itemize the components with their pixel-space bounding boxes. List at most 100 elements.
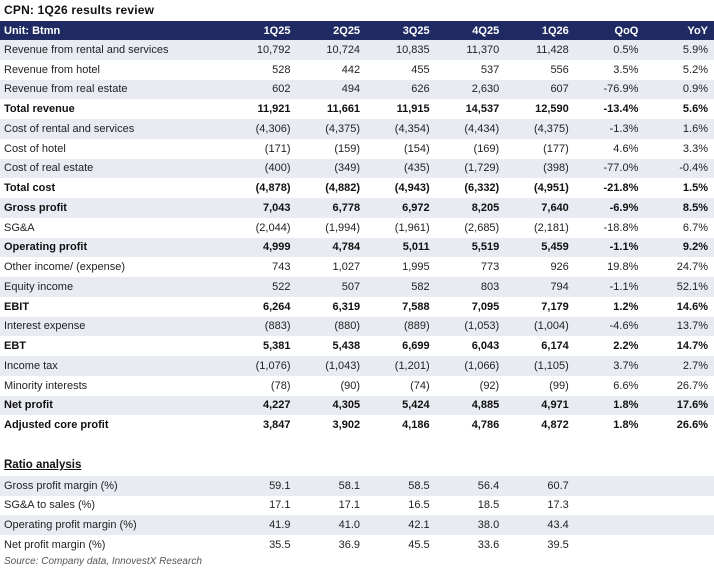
ratio-label: SG&A to sales (%) bbox=[0, 495, 227, 516]
row-value: 4,971 bbox=[505, 395, 575, 416]
row-value: 537 bbox=[435, 59, 506, 80]
row-value: 5,424 bbox=[366, 395, 436, 416]
table-row: Revenue from real estate 602 494 626 2,630 60… bbox=[0, 79, 714, 100]
row-label: Equity income bbox=[0, 277, 227, 297]
ratio-value: 39.5 bbox=[505, 534, 575, 555]
row-value: 26.6% bbox=[644, 415, 714, 435]
row-value: (74) bbox=[366, 375, 436, 396]
row-value: 4,305 bbox=[296, 395, 367, 416]
row-value: 12,590 bbox=[505, 99, 575, 119]
row-value: 26.7% bbox=[644, 375, 714, 396]
row-value: 1.2% bbox=[574, 296, 645, 317]
row-value: -0.4% bbox=[644, 158, 714, 179]
table-row: Net profit 4,227 4,305 5,424 4,885 4,971 1.8% 1… bbox=[0, 395, 714, 416]
row-value: (400) bbox=[226, 158, 297, 179]
row-value: 6,778 bbox=[296, 198, 367, 218]
ratio-value: 17.1 bbox=[296, 495, 367, 516]
row-value: (92) bbox=[435, 375, 506, 396]
row-label: Total revenue bbox=[0, 99, 227, 119]
row-value: 1.5% bbox=[644, 178, 714, 198]
row-value: (4,375) bbox=[296, 119, 367, 139]
row-value: 14.6% bbox=[644, 296, 714, 317]
row-value: -18.8% bbox=[574, 217, 645, 238]
row-label: Adjusted core profit bbox=[0, 415, 227, 435]
row-value: (398) bbox=[505, 158, 575, 179]
table-row: Cost of real estate (400) (349) (435) (1,729… bbox=[0, 158, 714, 179]
row-value: (1,066) bbox=[435, 356, 506, 376]
header-4q25: 4Q25 bbox=[435, 21, 506, 40]
row-value: 602 bbox=[226, 79, 297, 100]
ratio-label: Net profit margin (%) bbox=[0, 534, 227, 555]
row-value: (1,201) bbox=[366, 356, 436, 376]
row-label: Minority interests bbox=[0, 375, 227, 396]
row-value: 773 bbox=[435, 257, 506, 277]
header-3q25: 3Q25 bbox=[366, 21, 436, 40]
row-value: (1,729) bbox=[435, 158, 506, 179]
row-value: 5,011 bbox=[366, 237, 436, 258]
row-value: (4,882) bbox=[296, 178, 367, 198]
ratio-row: SG&A to sales (%) 17.1 17.1 16.5 18.5 17.3 bbox=[0, 495, 714, 516]
ratio-value: 33.6 bbox=[435, 534, 506, 555]
row-label: Total cost bbox=[0, 178, 227, 198]
row-value: (4,306) bbox=[226, 119, 297, 139]
ratio-value bbox=[644, 495, 714, 516]
row-value: 4,872 bbox=[505, 415, 575, 435]
row-value: 19.8% bbox=[574, 257, 645, 277]
row-value: 626 bbox=[366, 79, 436, 100]
row-value: 926 bbox=[505, 257, 575, 277]
header-qoq: QoQ bbox=[574, 21, 645, 40]
row-value: 3.3% bbox=[644, 138, 714, 159]
row-value: 2.2% bbox=[574, 336, 645, 356]
row-value: (159) bbox=[296, 138, 367, 159]
row-label: Operating profit bbox=[0, 237, 227, 258]
row-value: (1,043) bbox=[296, 356, 367, 376]
row-value: (4,434) bbox=[435, 119, 506, 139]
ratio-value: 17.1 bbox=[226, 495, 297, 516]
ratio-table: Gross profit margin (%) 59.1 58.1 58.5 56.4 6… bbox=[0, 476, 714, 555]
row-label: SG&A bbox=[0, 217, 227, 238]
row-value: 803 bbox=[435, 277, 506, 297]
row-value: 7,043 bbox=[226, 198, 297, 218]
row-value: (883) bbox=[226, 316, 297, 337]
row-label: Gross profit bbox=[0, 198, 227, 218]
row-value: 6,264 bbox=[226, 296, 297, 317]
row-value: (2,044) bbox=[226, 217, 297, 238]
row-value: 11,921 bbox=[226, 99, 297, 119]
row-value: -76.9% bbox=[574, 79, 645, 100]
row-label: Interest expense bbox=[0, 316, 227, 337]
table-row: Interest expense (883) (880) (889) (1,053) (1… bbox=[0, 316, 714, 337]
table-row: EBIT 6,264 6,319 7,588 7,095 7,179 1.2% 14.6% bbox=[0, 296, 714, 317]
ratio-analysis-heading: Ratio analysis bbox=[4, 459, 82, 471]
row-value: -13.4% bbox=[574, 99, 645, 119]
header-unit: Unit: Btmn bbox=[0, 21, 227, 40]
header-1q25: 1Q25 bbox=[226, 21, 297, 40]
ratio-value bbox=[644, 534, 714, 555]
row-value: (177) bbox=[505, 138, 575, 159]
row-value: 7,095 bbox=[435, 296, 506, 317]
row-value: 5,519 bbox=[435, 237, 506, 258]
row-value: (1,053) bbox=[435, 316, 506, 337]
row-value: 11,370 bbox=[435, 40, 506, 60]
ratio-value: 42.1 bbox=[366, 515, 436, 535]
row-value: (349) bbox=[296, 158, 367, 179]
row-value: (169) bbox=[435, 138, 506, 159]
ratio-value bbox=[574, 515, 645, 535]
row-label: Revenue from hotel bbox=[0, 59, 227, 80]
row-value: 522 bbox=[226, 277, 297, 297]
table-row: Revenue from hotel 528 442 455 537 556 3.5% 5.2… bbox=[0, 59, 714, 80]
row-value: 17.6% bbox=[644, 395, 714, 416]
row-value: (1,105) bbox=[505, 356, 575, 376]
row-value: 1,995 bbox=[366, 257, 436, 277]
row-value: (4,943) bbox=[366, 178, 436, 198]
row-label: EBT bbox=[0, 336, 227, 356]
row-label: Revenue from real estate bbox=[0, 79, 227, 100]
row-value: 6,699 bbox=[366, 336, 436, 356]
row-value: (171) bbox=[226, 138, 297, 159]
ratio-value: 43.4 bbox=[505, 515, 575, 535]
ratio-row: Operating profit margin (%) 41.9 41.0 42.1 3… bbox=[0, 515, 714, 535]
row-value: 507 bbox=[296, 277, 367, 297]
row-value: 528 bbox=[226, 59, 297, 80]
row-value: 1.8% bbox=[574, 415, 645, 435]
table-row: Total cost (4,878) (4,882) (4,943) (6,332) (4… bbox=[0, 178, 714, 198]
table-row: Adjusted core profit 3,847 3,902 4,186 4,786… bbox=[0, 415, 714, 435]
